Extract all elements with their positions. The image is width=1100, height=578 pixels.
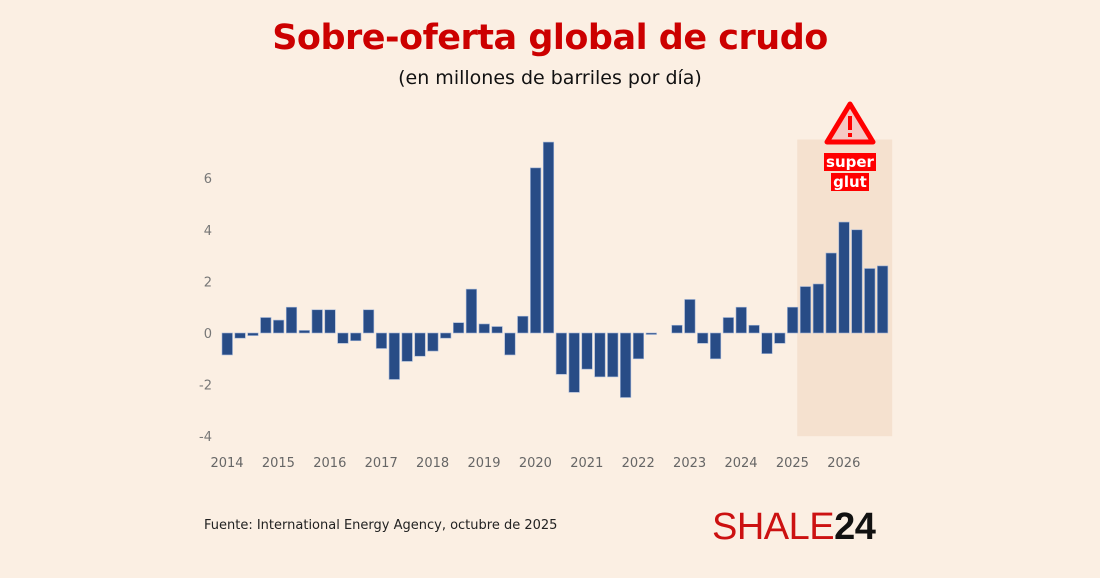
x-tick-label: 2022 <box>622 456 655 471</box>
bar <box>452 322 465 334</box>
x-tick-label: 2016 <box>313 456 346 471</box>
super-glut-line1: super <box>824 153 876 171</box>
bar <box>324 309 336 334</box>
x-tick-label: 2017 <box>365 456 398 471</box>
bar <box>440 332 452 339</box>
bar <box>388 332 400 380</box>
y-tick-label: 2 <box>204 275 212 290</box>
shale24-logo: SHALE24 <box>712 506 876 549</box>
bar <box>697 332 709 344</box>
bar <box>337 332 349 344</box>
x-tick-label: 2026 <box>827 456 860 471</box>
bar <box>812 283 824 334</box>
bar <box>375 332 388 349</box>
warning-triangle-icon <box>824 101 876 145</box>
bar <box>645 332 657 335</box>
bar <box>722 317 734 334</box>
x-tick-label: 2020 <box>519 456 552 471</box>
bar <box>748 324 760 334</box>
x-tick-label: 2024 <box>724 456 757 471</box>
bar <box>825 252 837 334</box>
x-tick-label: 2018 <box>416 456 449 471</box>
super-glut-line2: glut <box>831 173 869 191</box>
y-tick-label: 0 <box>204 327 212 342</box>
bar <box>568 332 580 393</box>
bar <box>555 332 567 375</box>
y-tick-label: 6 <box>204 172 212 187</box>
x-tick-label: 2021 <box>570 456 603 471</box>
bar <box>838 221 850 334</box>
x-tick-label: 2015 <box>262 456 295 471</box>
bar <box>671 324 683 334</box>
chart-subtitle: (en millones de barriles por día) <box>398 67 702 89</box>
bar <box>260 317 272 334</box>
x-tick-label: 2014 <box>210 456 243 471</box>
bar <box>273 319 285 334</box>
bar <box>298 330 310 334</box>
bar <box>851 229 863 334</box>
bar <box>350 332 362 342</box>
y-tick-label: 4 <box>204 224 212 239</box>
bar <box>620 332 632 398</box>
bar <box>401 332 413 362</box>
bar <box>504 332 516 356</box>
bar <box>774 332 786 344</box>
super-glut-label: super glut <box>820 152 880 192</box>
bar <box>799 286 812 334</box>
bar <box>414 332 426 357</box>
bar <box>247 332 259 336</box>
bar <box>632 332 645 360</box>
bar <box>877 265 889 334</box>
bar <box>491 326 503 334</box>
bar <box>581 332 593 370</box>
logo-shale: SHALE <box>712 506 835 548</box>
bar <box>530 167 542 334</box>
bar <box>787 306 799 334</box>
bar <box>607 332 619 378</box>
logo-24: 24 <box>834 506 876 548</box>
bar <box>864 268 876 334</box>
bar <box>234 332 246 339</box>
bar <box>427 332 439 352</box>
bar <box>761 332 773 354</box>
x-tick-label: 2019 <box>467 456 500 471</box>
bar <box>709 332 722 360</box>
y-tick-label: -2 <box>199 379 212 394</box>
bar <box>478 323 490 334</box>
bar <box>684 299 696 334</box>
bar <box>221 332 233 356</box>
bar <box>517 315 529 334</box>
bar <box>363 309 375 334</box>
x-tick-label: 2025 <box>776 456 809 471</box>
bar <box>735 306 747 334</box>
bar <box>285 306 298 334</box>
bar <box>465 288 477 334</box>
chart-title: Sobre-oferta global de crudo <box>272 18 828 58</box>
source-note: Fuente: International Energy Agency, oct… <box>204 518 558 533</box>
bar <box>542 141 555 334</box>
y-tick-label: -4 <box>199 430 212 445</box>
bar <box>311 309 323 334</box>
bar <box>594 332 606 378</box>
x-tick-label: 2023 <box>673 456 706 471</box>
